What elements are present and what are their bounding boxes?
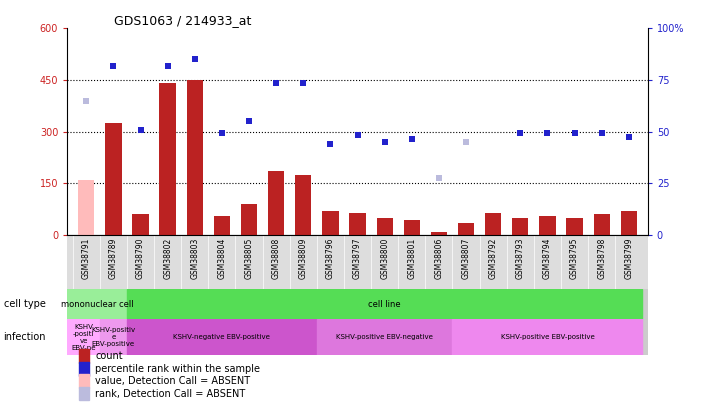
Bar [377,218,393,235]
Bar [67,320,100,355]
Bar [100,320,127,355]
Text: GSM38806: GSM38806 [435,238,443,279]
Text: GSM38809: GSM38809 [299,238,308,279]
Text: GSM38799: GSM38799 [624,238,634,279]
Text: GSM38805: GSM38805 [244,238,253,279]
Bar [105,123,122,235]
Text: GDS1063 / 214933_at: GDS1063 / 214933_at [114,14,251,27]
Text: GSM38798: GSM38798 [598,238,606,279]
Text: GSM38803: GSM38803 [190,238,199,279]
Text: GSM38796: GSM38796 [326,238,335,279]
Bar [132,214,149,235]
Text: value, Detection Call = ABSENT: value, Detection Call = ABSENT [95,376,250,386]
Text: GSM38792: GSM38792 [489,238,498,279]
Text: GSM38795: GSM38795 [570,238,579,279]
Text: KSHV-positiv
e
EBV-positive: KSHV-positiv e EBV-positive [91,327,135,347]
Text: cell type: cell type [4,299,45,309]
Bar [67,290,127,320]
Bar [187,80,203,235]
Text: infection: infection [3,332,45,342]
Bar [430,232,447,235]
Text: GSM38793: GSM38793 [516,238,525,279]
Bar [79,349,89,363]
Text: rank, Detection Call = ABSENT: rank, Detection Call = ABSENT [95,388,246,399]
Text: cell line: cell line [368,300,401,309]
Bar [159,83,176,235]
Text: GSM38808: GSM38808 [272,238,280,279]
Bar [214,216,230,235]
Bar [241,204,257,235]
Bar [621,211,637,235]
Bar [78,180,94,235]
Text: KSHV
-positi
ve
EBV-ne: KSHV -positi ve EBV-ne [72,324,96,351]
Bar [458,223,474,235]
Text: GSM38797: GSM38797 [353,238,362,279]
Text: GSM38789: GSM38789 [109,238,118,279]
Text: KSHV-positive EBV-negative: KSHV-positive EBV-negative [336,334,433,340]
Text: GSM38801: GSM38801 [407,238,416,279]
Bar [404,220,420,235]
Text: GSM38791: GSM38791 [81,238,91,279]
Bar [295,175,312,235]
Text: percentile rank within the sample: percentile rank within the sample [95,364,260,373]
Text: GSM38802: GSM38802 [163,238,172,279]
Text: GSM38804: GSM38804 [217,238,227,279]
Text: GSM38794: GSM38794 [543,238,552,279]
Text: GSM38800: GSM38800 [380,238,389,279]
Text: count: count [95,351,122,361]
Bar [593,214,610,235]
Text: KSHV-positive EBV-positive: KSHV-positive EBV-positive [501,334,594,340]
Text: mononuclear cell: mononuclear cell [61,300,133,309]
Bar [127,290,642,320]
Text: KSHV-negative EBV-positive: KSHV-negative EBV-positive [173,334,270,340]
Bar [512,218,528,235]
Bar [317,320,452,355]
Bar [268,171,285,235]
Bar [566,218,583,235]
Bar [322,211,338,235]
Bar [350,213,365,235]
Bar [79,387,89,401]
Bar [485,213,501,235]
Text: GSM38807: GSM38807 [462,238,471,279]
Bar [79,374,89,388]
Text: GSM38790: GSM38790 [136,238,145,279]
Bar [539,216,556,235]
Bar [127,320,317,355]
Bar [79,362,89,375]
Bar [452,320,642,355]
